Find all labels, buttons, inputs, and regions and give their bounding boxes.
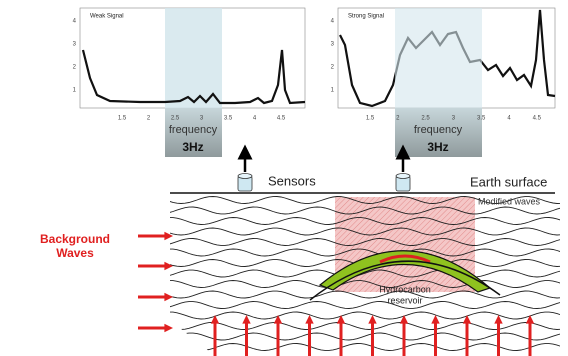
arrow-head [399, 315, 409, 324]
band [395, 8, 482, 108]
modified-waves-label: Modified waves [478, 196, 541, 206]
wave [170, 322, 560, 330]
weak-plot: Weak Signal frequency 3Hz [79, 7, 306, 157]
sensor [395, 144, 411, 192]
x-tick-label: 2.5 [171, 116, 180, 122]
sensor [237, 144, 253, 192]
y-tick-label: 2 [73, 65, 77, 71]
signal-curve [81, 49, 306, 105]
wave [170, 196, 560, 204]
band [165, 8, 222, 108]
band-value: 3Hz [182, 140, 203, 154]
tick-labels: 1.5 2 2.5 3 3.5 4 4.5 1 2 3 4 1.5 2 2.5 3 3.5 4 4.5 1 2 3 4 [73, 19, 542, 122]
reservoir-line [309, 260, 501, 301]
y-tick-label: 3 [331, 42, 335, 48]
wave [170, 343, 560, 351]
y-tick-label: 4 [73, 19, 77, 25]
wave [170, 227, 560, 236]
wave [170, 290, 560, 299]
arrow-head [305, 315, 314, 324]
band-label-box [165, 108, 222, 157]
x-tick-label: 3 [200, 116, 204, 122]
arrow-head [273, 315, 283, 324]
reservoir-label: reservoir [387, 295, 422, 305]
arrow-head [164, 323, 173, 333]
band-value: 3Hz [427, 140, 448, 154]
arrow-head [210, 315, 220, 324]
arrows [138, 231, 535, 356]
y-tick-label: 1 [331, 88, 335, 94]
x-tick-label: 3 [452, 116, 456, 122]
x-tick-label: 3.5 [477, 116, 486, 122]
wave [170, 301, 560, 309]
y-tick-label: 2 [331, 65, 335, 71]
x-tick-label: 4 [507, 116, 511, 122]
arrow-head [368, 315, 377, 324]
sensors-label: Sensors [268, 173, 316, 188]
x-tick-label: 2 [147, 116, 151, 122]
band-label: frequency [169, 124, 218, 136]
y-tick-label: 3 [73, 42, 77, 48]
background-label: Waves [56, 246, 94, 260]
strong-plot: Strong Signal frequency 3Hz [337, 7, 556, 157]
wave [170, 311, 560, 320]
reservoir-label: Hydrocarbon [379, 284, 431, 294]
x-tick-label: 4 [253, 116, 257, 122]
plot-title: Weak Signal [90, 14, 124, 20]
y-tick-label: 4 [331, 19, 335, 25]
wave [170, 248, 560, 257]
arrow-head [494, 315, 503, 324]
x-tick-label: 4.5 [533, 116, 542, 122]
x-tick-label: 4.5 [277, 116, 286, 122]
arrow-head [525, 315, 535, 324]
wave [170, 269, 560, 278]
x-tick-label: 1.5 [118, 116, 127, 122]
reservoir-top [379, 254, 431, 264]
arrow-head [164, 231, 173, 241]
earth-surface-label: Earth surface [470, 174, 547, 189]
background-label: Background [40, 232, 110, 246]
arrow-head [164, 292, 173, 302]
x-tick-label: 1.5 [366, 116, 375, 122]
wave [170, 332, 560, 341]
arrow-head [462, 315, 472, 324]
arrow-head [242, 315, 251, 324]
wave [170, 238, 560, 246]
wave [170, 280, 560, 288]
wave [170, 206, 560, 215]
x-tick-label: 2 [396, 116, 400, 122]
arrow-head [431, 315, 440, 324]
y-tick-label: 1 [73, 88, 77, 94]
wave [170, 217, 560, 225]
arrow-head [164, 261, 173, 271]
arrow-head [336, 315, 346, 324]
x-tick-label: 3.5 [224, 116, 233, 122]
plot-title: Strong Signal [348, 14, 384, 20]
x-tick-label: 2.5 [421, 116, 430, 122]
band-label: frequency [414, 124, 463, 136]
